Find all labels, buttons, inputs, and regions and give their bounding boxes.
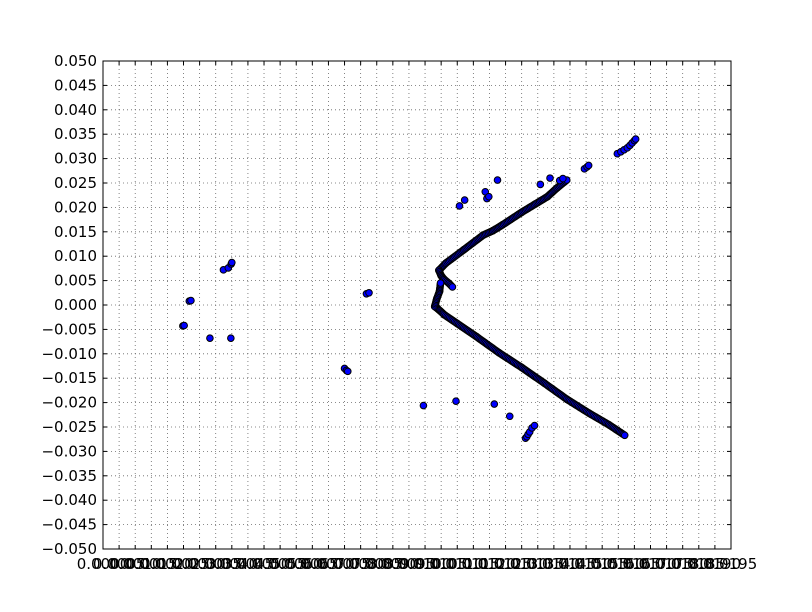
y-tick-label: −0.035	[41, 467, 97, 485]
x-tick-label: 0.0055	[254, 555, 307, 573]
y-tick-label: −0.030	[41, 442, 97, 460]
data-point	[536, 180, 545, 189]
x-tick-label: 0.0075	[318, 555, 371, 573]
y-tick-label: 0.030	[54, 150, 97, 168]
y-tick-label: 0.020	[54, 198, 97, 216]
x-tick-label: 0.0145	[544, 555, 597, 573]
x-tick-label: 0.0010	[109, 555, 162, 573]
x-tick-label: 0.0080	[334, 555, 387, 573]
data-point	[505, 412, 514, 421]
data-point	[227, 334, 235, 342]
x-tick-label: 0.0005	[93, 555, 146, 573]
data-point	[228, 258, 236, 267]
y-tick-label: 0.005	[54, 272, 97, 290]
data-point	[206, 334, 214, 342]
data-point	[452, 397, 460, 405]
y-tick-label: 0.050	[54, 52, 97, 70]
x-tick-label: 0.0190	[689, 555, 742, 573]
x-tick-label: 0.0175	[640, 555, 693, 573]
data-point	[546, 174, 554, 182]
y-axis-tick-labels: −0.050 −0.045 −0.040 −0.035 −0.030 −0.025 −0.0…	[41, 52, 97, 558]
x-tick-label: 0.0060	[270, 555, 323, 573]
data-point	[187, 296, 195, 305]
y-tick-label: 0.015	[54, 223, 97, 241]
x-tick-label: 0.0015	[125, 555, 178, 573]
x-tick-label: 0.0115	[447, 555, 500, 573]
x-tick-label: 0.0180	[656, 555, 709, 573]
x-tick-label: 0.0020	[141, 555, 194, 573]
x-tick-label: 0.0040	[206, 555, 259, 573]
x-tick-label: 0.0095	[383, 555, 436, 573]
x-tick-label: 0.0165	[608, 555, 661, 573]
y-tick-label: −0.010	[41, 345, 97, 363]
y-tick-label: −0.020	[41, 394, 97, 412]
y-tick-label: −0.025	[41, 418, 97, 436]
data-point	[584, 161, 593, 170]
data-point	[559, 174, 567, 183]
y-tick-label: 0.035	[54, 125, 97, 143]
data-point	[343, 367, 352, 376]
x-tick-label: 0.0185	[673, 555, 726, 573]
x-tick-label: 0.0110	[431, 555, 484, 573]
data-point	[460, 196, 469, 204]
x-tick-label: 0.0105	[415, 555, 468, 573]
data-point	[365, 289, 373, 297]
y-tick-label: 0.040	[54, 101, 97, 119]
x-tick-label: 0.0150	[560, 555, 613, 573]
data-point	[631, 135, 640, 143]
x-tick-label: 0.0140	[528, 555, 581, 573]
x-tick-label: 0.0170	[624, 555, 677, 573]
y-tick-label: −0.045	[41, 516, 97, 534]
data-point	[490, 400, 499, 408]
x-tick-label: 0.0195	[705, 555, 758, 573]
data-point	[493, 176, 502, 184]
data-point	[180, 321, 188, 330]
x-tick-label: 0.0070	[302, 555, 355, 573]
y-tick-label: −0.050	[41, 540, 97, 558]
y-tick-label: −0.015	[41, 369, 97, 387]
x-tick-label: 0.0035	[189, 555, 242, 573]
y-tick-label: −0.040	[41, 491, 97, 509]
x-tick-label: 0.0085	[350, 555, 403, 573]
x-tick-label: 0.0120	[463, 555, 516, 573]
data-point	[455, 202, 464, 210]
data-point	[448, 283, 457, 291]
y-tick-label: 0.025	[54, 174, 97, 192]
x-tick-label: 0.0025	[157, 555, 210, 573]
x-tick-label: 0.0130	[495, 555, 548, 573]
y-tick-label: 0.010	[54, 247, 97, 265]
x-tick-label: 0.0030	[173, 555, 226, 573]
x-tick-label: 0.0045	[222, 555, 275, 573]
x-tick-label: 0.0125	[479, 555, 532, 573]
x-tick-label: 0.0090	[367, 555, 420, 573]
y-tick-label: 0.045	[54, 76, 97, 94]
data-point	[530, 421, 539, 430]
data-point	[419, 401, 428, 410]
x-tick-label: 0.0100	[399, 555, 452, 573]
y-tick-label: 0.000	[54, 296, 97, 314]
x-tick-label: 0.0050	[238, 555, 291, 573]
y-tick-label: −0.005	[41, 320, 97, 338]
x-tick-label: 0.0065	[286, 555, 339, 573]
axis-ticks	[102, 60, 732, 550]
data-points	[179, 135, 640, 443]
x-tick-label: 0.0000	[77, 555, 130, 573]
data-point	[620, 431, 629, 440]
x-tick-label: 0.0155	[576, 555, 629, 573]
data-point	[485, 192, 493, 201]
x-tick-label: 0.0160	[592, 555, 645, 573]
x-tick-label: 0.0135	[512, 555, 565, 573]
x-axis-tick-labels: 0.00000.00050.00100.00150.00200.00250.00…	[77, 555, 758, 573]
data-point	[436, 279, 445, 287]
